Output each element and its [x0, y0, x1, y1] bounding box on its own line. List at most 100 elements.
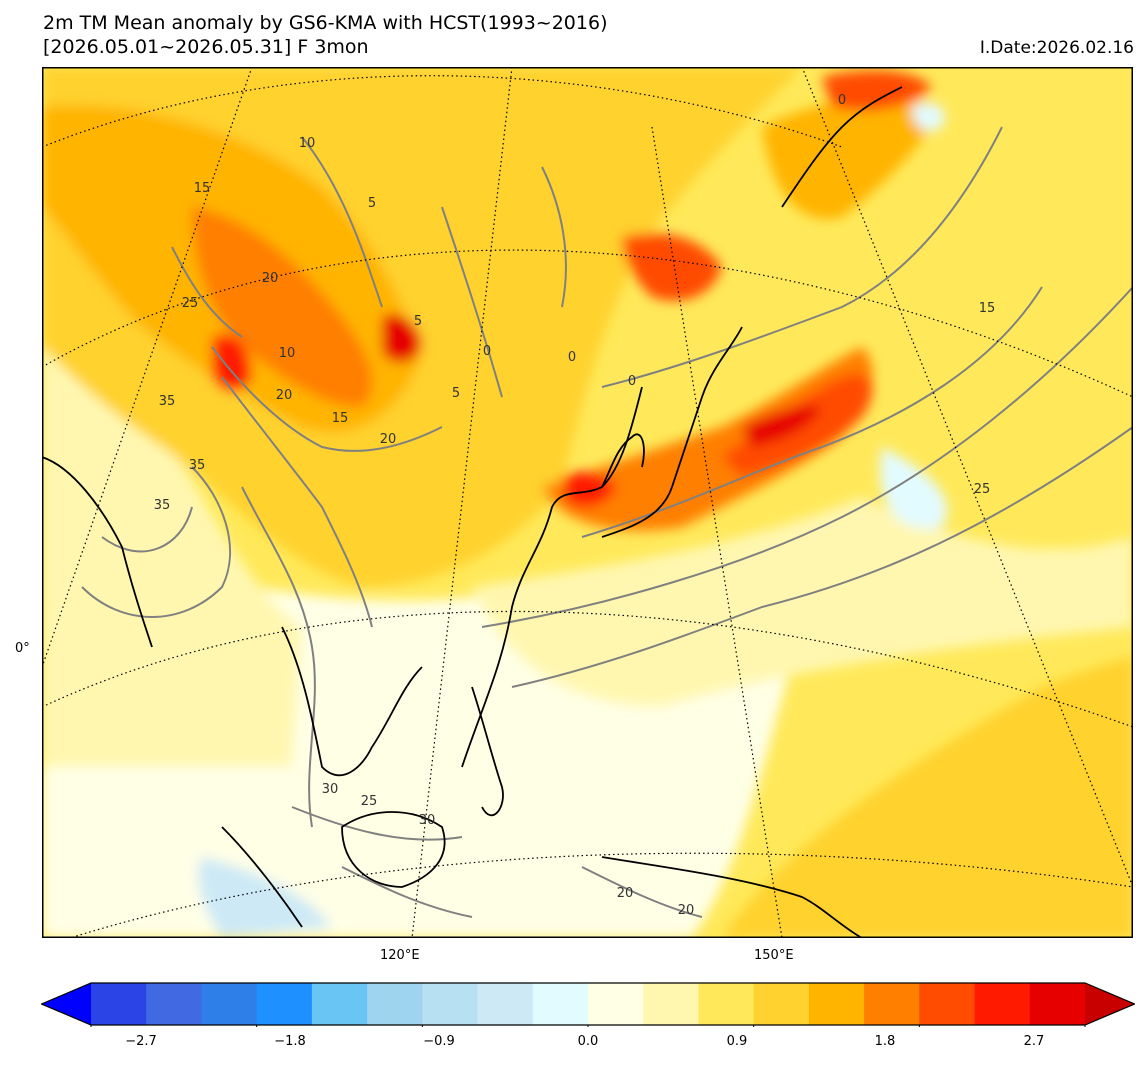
colorbar-segment	[974, 983, 1031, 1025]
colorbar-tick-label: 2.7	[1023, 1034, 1045, 1049]
contour-line	[441, 206, 503, 398]
contour-label: 15	[194, 181, 211, 196]
colorbar-segment	[91, 983, 147, 1025]
contour-line	[581, 286, 1043, 538]
contour-label: 35	[189, 458, 206, 473]
colorbar-segment	[808, 983, 865, 1025]
contour-label: 20	[617, 886, 634, 901]
colorbar-tick-label: −1.8	[274, 1034, 306, 1049]
colorbar-segment	[753, 983, 810, 1025]
contour-line	[81, 466, 231, 618]
contour-line	[341, 866, 473, 918]
anomaly-field-mongolia	[382, 314, 422, 363]
anomaly-field-central-orange	[192, 207, 373, 407]
contour-line	[601, 126, 1003, 388]
colorbar-segment	[256, 983, 313, 1025]
longitude-line	[651, 126, 783, 938]
contour-label: 5	[452, 386, 460, 401]
latitude-line	[42, 610, 1133, 728]
contour-line	[211, 346, 443, 452]
coastline-indochina	[281, 626, 423, 777]
contour-label: 5	[414, 314, 422, 329]
colorbar-tick-label: −0.9	[423, 1034, 455, 1049]
contour-label: 10	[279, 346, 296, 361]
contour-label: 15	[332, 411, 349, 426]
contour-line	[101, 506, 193, 553]
coastline-korea	[601, 433, 645, 488]
contour-label: 25	[974, 482, 991, 497]
colorbar-tick-label: 0.0	[577, 1034, 599, 1049]
contour-label: 25	[361, 794, 378, 809]
anomaly-field-pacific-hotspot	[742, 405, 822, 447]
coastline-borneo	[341, 811, 446, 888]
coastline-new-guinea	[601, 856, 863, 938]
colorbar-segment	[422, 983, 479, 1025]
coastline-sumatra	[221, 826, 303, 928]
contour-label: 0	[838, 93, 846, 108]
coastline-japan	[601, 326, 743, 538]
longitude-label-120e: 120°E	[380, 948, 420, 963]
coastline	[461, 386, 643, 768]
anomaly-field-yellow-sea	[562, 471, 617, 507]
contour-label: 0	[568, 350, 576, 365]
contour-line	[481, 286, 1133, 628]
colorbar-segment	[367, 983, 423, 1025]
colorbar-segment	[311, 983, 368, 1025]
contour-label: 0	[628, 374, 636, 389]
colorbar-tick-label: 0.9	[726, 1034, 748, 1049]
contour-line	[241, 486, 316, 828]
colorbar-segment	[201, 983, 258, 1025]
anomaly-field-southwest-cool	[198, 857, 332, 938]
longitude-label-150e: 150°E	[754, 948, 794, 963]
contour-label: 20	[380, 432, 397, 447]
contour-line	[301, 136, 383, 308]
latitude-line	[42, 249, 1133, 398]
colorbar-tick-label: 1.8	[874, 1034, 896, 1049]
contour-line	[221, 376, 373, 628]
colorbar-segment	[698, 983, 755, 1025]
contour-line	[171, 246, 243, 338]
anomaly-field-manchuria	[622, 233, 722, 301]
longitude-line	[801, 67, 1133, 888]
latitude-label-equator: 0°	[15, 641, 30, 656]
anomaly-field-east-cool	[880, 447, 948, 529]
chart-title: 2m TM Mean anomaly by GS6-KMA with HCST(…	[43, 12, 608, 34]
contour-line	[541, 166, 567, 308]
colorbar-segment	[588, 983, 644, 1025]
contour-line	[581, 866, 703, 918]
anomaly-field-ocean-pale	[472, 497, 1133, 707]
colorbar-segment	[864, 983, 920, 1025]
latitude-line	[67, 852, 1133, 938]
contour-label: 30	[322, 782, 339, 797]
contour-label: 20	[262, 271, 279, 286]
coastline-kamchatka	[781, 86, 903, 208]
colorbar-segment	[643, 983, 700, 1025]
map-frame	[42, 67, 1133, 938]
colorbar-segment	[146, 983, 203, 1025]
anomaly-field-west-pale	[42, 347, 302, 767]
colorbar-segment	[532, 983, 589, 1025]
colorbar-segment	[477, 983, 534, 1025]
contour-label: 0	[483, 344, 491, 359]
coastline-philippines	[471, 686, 504, 817]
colorbar-extend-low	[41, 983, 91, 1025]
anomaly-field-korea-japan	[542, 347, 873, 531]
contour-line	[511, 426, 1133, 688]
forecast-period: [2026.05.01~2026.05.31] F 3mon	[43, 36, 369, 58]
anomaly-field-far-northeast	[822, 70, 932, 111]
anomaly-field-southeast	[722, 657, 1133, 938]
anomaly-map: 10 15 20 25 5 10 20 35 35 35 15 20 5 5 0…	[42, 67, 1133, 938]
contour-label: 20	[678, 903, 695, 918]
colorbar-tick-label: −2.7	[125, 1034, 157, 1049]
anomaly-field-northeast	[762, 96, 942, 219]
colorbar-segment	[919, 983, 976, 1025]
colorbar-segment	[1029, 983, 1086, 1025]
contour-line	[291, 806, 463, 841]
colorbar	[41, 982, 1135, 1027]
contour-label: 25	[182, 296, 199, 311]
init-date: I.Date:2026.02.16	[979, 38, 1134, 58]
coastline-india	[42, 456, 153, 648]
contour-label: 5	[368, 196, 376, 211]
contour-label: 20	[276, 388, 293, 403]
contour-label: 30	[419, 813, 436, 828]
